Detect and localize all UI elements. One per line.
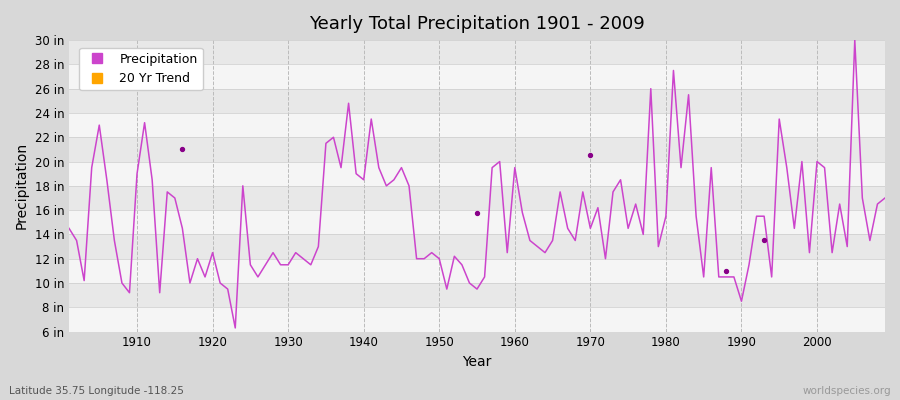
Text: worldspecies.org: worldspecies.org [803, 386, 891, 396]
Bar [69, 259, 885, 283]
Title: Yearly Total Precipitation 1901 - 2009: Yearly Total Precipitation 1901 - 2009 [309, 15, 645, 33]
Bar [69, 283, 885, 307]
Bar [69, 89, 885, 113]
Point [757, 237, 771, 244]
Legend: Precipitation, 20 Yr Trend: Precipitation, 20 Yr Trend [79, 48, 202, 90]
Bar [69, 137, 885, 162]
Bar [69, 162, 885, 186]
Bar [69, 186, 885, 210]
Bar [69, 64, 885, 89]
X-axis label: Year: Year [463, 355, 491, 369]
Text: Latitude 35.75 Longitude -118.25: Latitude 35.75 Longitude -118.25 [9, 386, 184, 396]
Y-axis label: Precipitation: Precipitation [15, 142, 29, 230]
Bar [69, 40, 885, 64]
Point [470, 209, 484, 216]
Point [719, 268, 733, 274]
Point [176, 146, 190, 153]
Bar [69, 113, 885, 137]
Bar [69, 307, 885, 332]
Point [583, 152, 598, 159]
Bar [69, 234, 885, 259]
Bar [69, 210, 885, 234]
